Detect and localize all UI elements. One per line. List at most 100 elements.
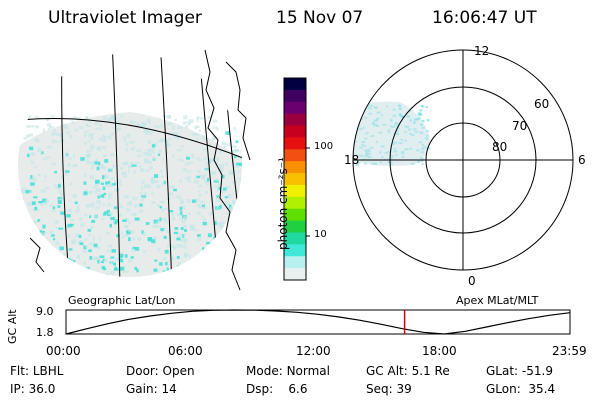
polar-aurora-pixel — [419, 157, 423, 159]
aurora-pixel — [150, 178, 153, 183]
aurora-pixel — [127, 165, 133, 169]
aurora-pixel — [98, 137, 102, 142]
aurora-pixel — [131, 212, 137, 216]
polar-aurora-pixel — [420, 123, 423, 126]
aurora-pixel — [167, 137, 172, 140]
aurora-pixel — [107, 135, 112, 140]
aurora-pixel — [108, 211, 113, 216]
aurora-pixel — [147, 118, 151, 122]
aurora-pixel — [249, 260, 253, 263]
polar-aurora-pixel — [370, 104, 374, 107]
aurora-pixel — [51, 273, 56, 276]
aurora-pixel — [153, 236, 158, 239]
aurora-pixel — [184, 176, 190, 180]
aurora-pixel — [239, 211, 242, 215]
aurora-pixel — [188, 175, 191, 180]
aurora-pixel — [86, 274, 91, 277]
aurora-pixel — [168, 210, 174, 213]
aurora-pixel — [99, 127, 102, 131]
aurora-pixel — [141, 230, 144, 234]
aurora-pixel — [96, 246, 101, 250]
aurora-pixel — [202, 135, 205, 138]
aurora-pixel — [93, 186, 97, 189]
aurora-pixel — [202, 206, 207, 210]
aurora-pixel — [132, 140, 136, 144]
aurora-pixel — [178, 196, 182, 201]
aurora-pixel — [212, 136, 217, 140]
aurora-pixel — [119, 204, 124, 209]
aurora-pixel — [175, 195, 180, 198]
polar-aurora-pixel — [395, 153, 398, 156]
aurora-pixel — [96, 147, 101, 152]
polar-aurora-pixel — [356, 117, 360, 120]
aurora-pixel — [163, 180, 166, 185]
polar-aurora-pixel — [408, 128, 412, 131]
aurora-pixel — [173, 272, 178, 275]
aurora-pixel — [152, 156, 157, 161]
aurora-pixel — [139, 209, 144, 213]
aurora-pixel — [65, 170, 70, 173]
polar-aurora-pixel — [421, 144, 425, 146]
aurora-pixel — [232, 200, 238, 204]
polar-aurora-pixel — [425, 106, 428, 109]
polar-aurora-pixel — [426, 119, 430, 122]
aurora-pixel — [129, 161, 134, 166]
polar-aurora-pixel — [364, 162, 367, 165]
aurora-pixel — [240, 156, 242, 160]
aurora-pixel — [109, 167, 112, 172]
aurora-pixel — [201, 255, 205, 259]
aurora-pixel — [172, 217, 176, 221]
aurora-pixel — [100, 194, 103, 198]
aurora-pixel — [183, 224, 187, 229]
aurora-pixel — [133, 203, 138, 208]
aurora-pixel — [66, 130, 70, 135]
aurora-pixel — [25, 190, 29, 194]
aurora-pixel — [206, 161, 211, 166]
colorbar-band — [284, 78, 306, 91]
altitude-plot — [65, 309, 571, 335]
aurora-pixel — [127, 202, 132, 206]
aurora-pixel — [203, 264, 209, 268]
polar-aurora-pixel — [373, 119, 378, 122]
aurora-pixel — [219, 163, 225, 168]
polar-aurora-pixel — [409, 133, 413, 136]
aurora-pixel — [84, 133, 87, 138]
aurora-pixel — [235, 121, 240, 125]
polar-aurora-pixel — [353, 152, 356, 155]
aurora-pixel — [193, 180, 199, 184]
aurora-pixel — [217, 222, 222, 225]
aurora-pixel — [86, 116, 89, 119]
aurora-pixel — [30, 259, 33, 264]
aurora-pixel — [132, 237, 135, 241]
aurora-pixel — [116, 234, 120, 238]
aurora-pixel — [215, 178, 219, 182]
aurora-pixel — [179, 206, 183, 211]
aurora-pixel — [66, 214, 71, 218]
aurora-pixel — [59, 197, 65, 201]
aurora-pixel — [94, 214, 99, 218]
aurora-pixel — [227, 194, 232, 198]
aurora-pixel — [118, 251, 123, 256]
aurora-pixel — [188, 170, 192, 173]
aurora-pixel — [34, 138, 39, 142]
aurora-pixel — [116, 120, 120, 125]
aurora-pixel — [198, 129, 202, 132]
polar-aurora-pixel — [390, 162, 393, 165]
polar-aurora-pixel — [405, 126, 410, 129]
aurora-pixel — [76, 205, 80, 209]
aurora-pixel — [42, 266, 47, 270]
aurora-pixel — [41, 232, 47, 235]
aurora-pixel — [37, 239, 43, 242]
aurora-pixel — [195, 157, 200, 160]
aurora-pixel — [195, 125, 200, 128]
aurora-pixel — [43, 128, 46, 133]
aurora-pixel — [241, 220, 242, 224]
polar-aurora-pixel — [390, 125, 393, 128]
aurora-pixel — [118, 256, 123, 259]
aurora-pixel — [130, 256, 134, 259]
aurora-pixel — [166, 144, 171, 148]
aurora-pixel — [73, 116, 77, 120]
aurora-pixel — [54, 220, 58, 224]
aurora-pixel — [32, 262, 36, 266]
polar-aurora-pixel — [389, 118, 393, 121]
